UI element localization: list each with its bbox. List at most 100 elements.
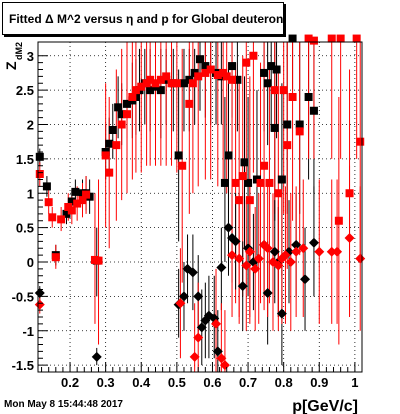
square-marker (334, 216, 343, 225)
square-marker (73, 199, 82, 208)
y-tick-label: 1 (27, 186, 34, 201)
square-marker (270, 123, 279, 132)
square-marker (265, 178, 274, 187)
square-marker (67, 206, 76, 215)
square-marker (272, 65, 281, 74)
x-tick-label: 0.4 (132, 375, 151, 390)
square-marker (71, 187, 80, 196)
diamond-marker (298, 243, 309, 254)
diamond-marker (175, 298, 186, 309)
diamond-marker (253, 253, 264, 264)
square-marker (220, 178, 229, 187)
square-marker (238, 172, 247, 181)
square-marker (295, 120, 304, 129)
square-marker (267, 62, 276, 71)
square-marker (356, 137, 365, 146)
diamond-marker (355, 253, 366, 264)
x-tick-label: 0.5 (168, 375, 186, 390)
square-marker (235, 196, 244, 205)
square-marker (277, 175, 286, 184)
square-marker (78, 196, 87, 205)
diamond-marker (273, 260, 284, 271)
diamond-marker (187, 267, 198, 278)
square-marker (57, 215, 66, 224)
square-marker (206, 65, 215, 74)
diamond-marker (344, 232, 355, 243)
square-marker (156, 86, 165, 95)
square-marker (304, 93, 313, 101)
y-tick-label: -0.5 (12, 289, 34, 304)
x-tick-label: 0.7 (239, 375, 257, 390)
square-marker (245, 196, 254, 205)
square-marker (112, 141, 121, 150)
square-marker (283, 141, 292, 150)
y-tick-label: 0.5 (16, 221, 34, 236)
square-marker (213, 71, 222, 79)
x-tick-label: 1 (351, 375, 358, 390)
square-marker (279, 86, 288, 95)
chart-title-box: Fitted Δ M^2 versus η and p for Global d… (2, 2, 284, 35)
square-marker (263, 79, 272, 88)
diamond-marker (326, 246, 337, 257)
diamond-marker (234, 253, 245, 264)
square-marker (194, 72, 203, 81)
diamond-marker (216, 262, 227, 273)
y-tick-label: 2.5 (16, 83, 34, 98)
square-marker (274, 189, 283, 198)
square-marker (295, 127, 304, 136)
square-marker (179, 79, 188, 88)
axis-ticks: 0.2 0.3 0.4 0.5 0.6 0.7 0.8 0.9 1 -1.5 -1 -0.5 0 0.5 1… (12, 49, 359, 390)
diamond-marker (280, 250, 291, 261)
square-marker (146, 86, 155, 95)
square-marker (288, 34, 297, 43)
square-marker (174, 151, 183, 160)
y-axis-title: Z (3, 61, 19, 70)
square-marker (224, 151, 233, 160)
square-marker (162, 72, 171, 81)
square-marker (62, 209, 71, 218)
square-marker (101, 151, 110, 160)
x-axis-title: p[GeV/c] (292, 398, 358, 414)
diamond-marker (91, 351, 102, 362)
data-markers (34, 34, 366, 371)
diamond-marker (189, 351, 200, 362)
chart-title: Fitted Δ M^2 versus η and p for Global d… (9, 12, 284, 26)
square-marker (283, 120, 292, 129)
square-marker (117, 120, 126, 129)
square-marker (222, 72, 231, 81)
x-tick-label: 0.2 (61, 375, 79, 390)
square-marker (244, 178, 253, 187)
square-marker (117, 110, 126, 119)
square-marker (228, 75, 237, 84)
square-marker (309, 106, 318, 115)
square-marker (242, 58, 251, 67)
diamond-marker (196, 322, 207, 333)
square-marker (108, 126, 117, 134)
square-marker (228, 62, 237, 71)
diamond-marker (300, 274, 311, 285)
square-marker (178, 161, 187, 170)
x-tick-label: 0.8 (275, 375, 293, 390)
square-marker (94, 256, 103, 265)
square-marker (345, 189, 354, 198)
square-marker (123, 110, 132, 119)
x-tick-label: 0.9 (310, 375, 328, 390)
diamond-marker (178, 291, 189, 302)
diamond-marker (269, 246, 280, 257)
diamond-marker (241, 260, 252, 271)
timestamp-footer: Mon May 8 15:44:48 2017 (4, 399, 123, 410)
square-marker (249, 51, 258, 60)
square-marker (114, 103, 123, 112)
square-marker (35, 170, 44, 178)
diamond-marker (216, 353, 227, 364)
x-tick-label: 0.3 (97, 375, 115, 390)
square-marker (201, 68, 210, 77)
square-marker (105, 168, 114, 177)
diamond-marker (193, 332, 204, 343)
square-marker (256, 178, 265, 187)
square-marker (128, 93, 137, 101)
square-marker (260, 68, 269, 77)
square-marker (105, 139, 114, 148)
diamond-marker (262, 287, 273, 298)
diamond-marker (262, 243, 273, 254)
